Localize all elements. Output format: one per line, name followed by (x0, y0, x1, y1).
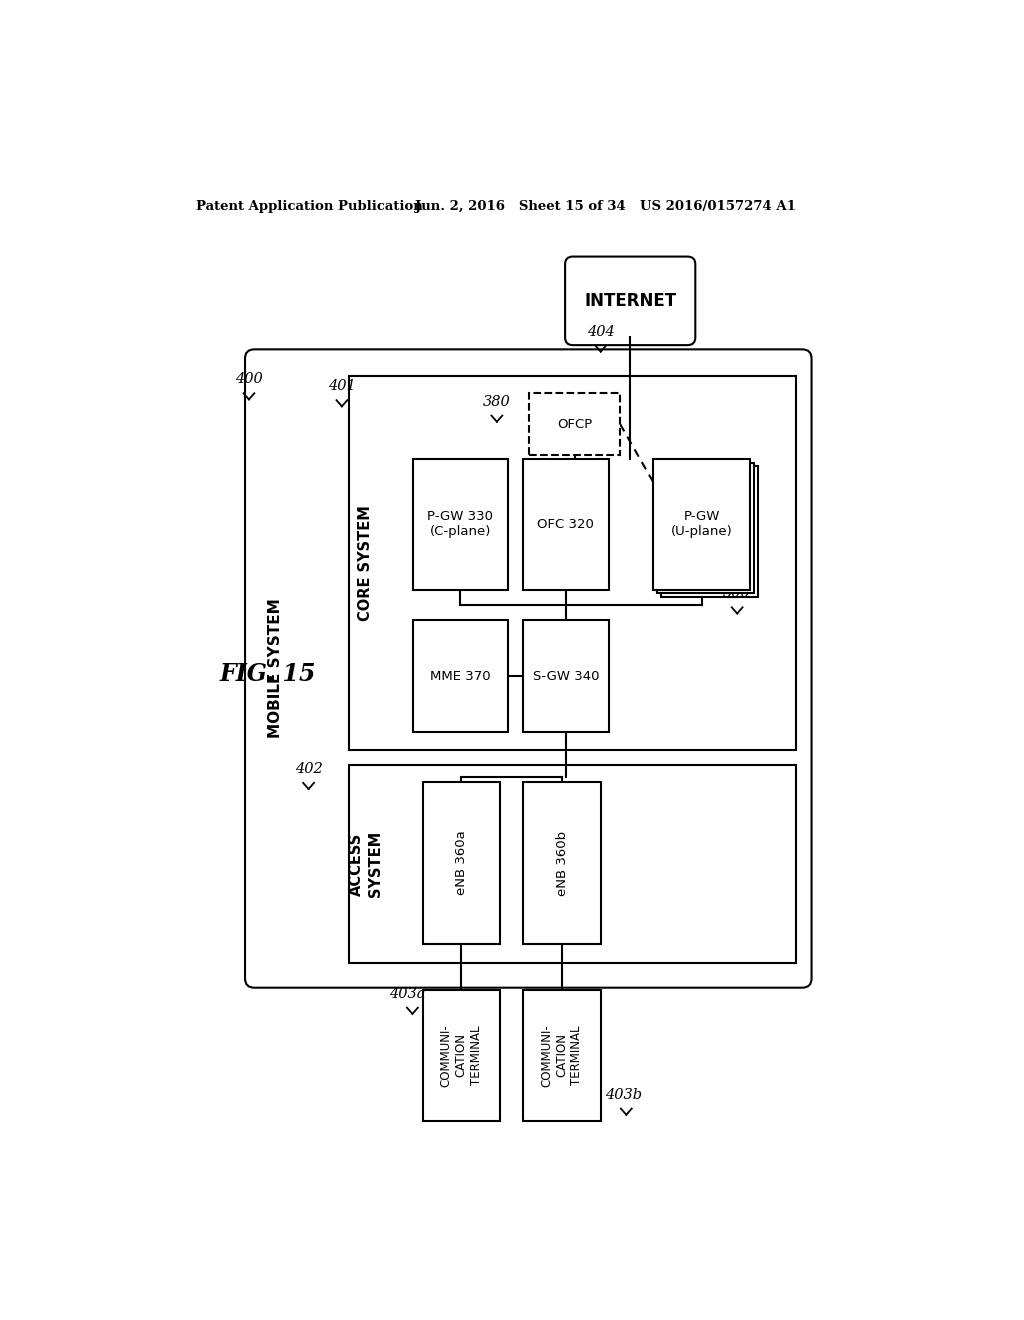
Text: 404: 404 (587, 325, 614, 339)
Bar (529, 393, 621, 455)
Text: OFCP: OFCP (557, 417, 593, 430)
Bar (653, 459, 750, 590)
Bar (523, 620, 608, 733)
Text: INTERNET: INTERNET (584, 292, 676, 310)
Bar (349, 376, 796, 750)
Text: MME 370: MME 370 (430, 669, 490, 682)
Text: S-GW 340: S-GW 340 (532, 669, 599, 682)
Text: 400: 400 (234, 372, 263, 387)
Text: US 2016/0157274 A1: US 2016/0157274 A1 (640, 199, 796, 213)
Text: 300: 300 (723, 586, 751, 601)
Text: CORE SYSTEM: CORE SYSTEM (358, 506, 374, 620)
Text: 402: 402 (295, 762, 323, 776)
Bar (660, 466, 758, 598)
Text: MOBILE SYSTEM: MOBILE SYSTEM (267, 599, 283, 738)
Text: OFC 320: OFC 320 (538, 517, 594, 531)
Bar (349, 766, 796, 964)
Bar (657, 462, 754, 594)
Bar (423, 781, 500, 944)
FancyBboxPatch shape (565, 256, 695, 345)
Text: 403a: 403a (389, 987, 426, 1001)
Text: 403b: 403b (604, 1088, 642, 1102)
Bar (423, 990, 500, 1121)
Text: eNB 360b: eNB 360b (555, 830, 568, 895)
Text: 380: 380 (483, 395, 511, 409)
Text: Patent Application Publication: Patent Application Publication (197, 199, 423, 213)
Bar (414, 620, 508, 733)
Text: Jun. 2, 2016   Sheet 15 of 34: Jun. 2, 2016 Sheet 15 of 34 (415, 199, 626, 213)
Text: COMMUNI-
CATION
TERMINAL: COMMUNI- CATION TERMINAL (541, 1024, 584, 1086)
Text: P-GW
(U-plane): P-GW (U-plane) (671, 510, 732, 539)
Text: FIG. 15: FIG. 15 (219, 663, 316, 686)
Bar (523, 990, 601, 1121)
Text: 401: 401 (328, 379, 355, 393)
Text: ACCESS
SYSTEM: ACCESS SYSTEM (349, 832, 383, 898)
Text: COMMUNI-
CATION
TERMINAL: COMMUNI- CATION TERMINAL (439, 1024, 482, 1086)
FancyBboxPatch shape (245, 350, 812, 987)
Text: P-GW 330
(C-plane): P-GW 330 (C-plane) (427, 510, 494, 539)
Bar (523, 459, 608, 590)
Text: eNB 360a: eNB 360a (455, 830, 468, 895)
Bar (523, 781, 601, 944)
Bar (414, 459, 508, 590)
